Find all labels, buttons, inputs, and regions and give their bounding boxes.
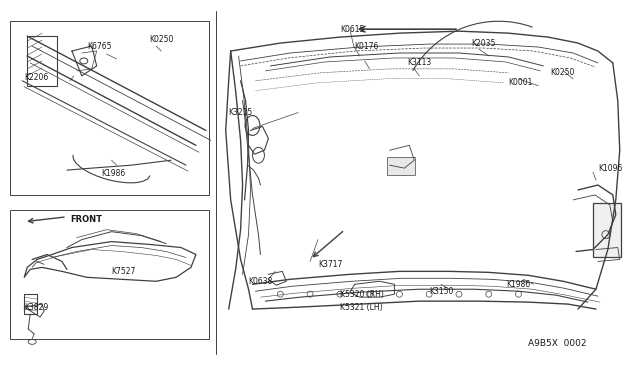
- Text: K3215: K3215: [228, 108, 253, 117]
- Text: FRONT: FRONT: [70, 215, 102, 224]
- Text: A9B5X  0002: A9B5X 0002: [529, 339, 587, 348]
- Text: K1096: K1096: [598, 164, 622, 173]
- Text: K1986: K1986: [102, 169, 126, 177]
- Bar: [387, 157, 415, 175]
- Bar: [10, 21, 209, 195]
- Text: K3150: K3150: [429, 287, 454, 296]
- Text: K0615: K0615: [340, 25, 364, 34]
- Text: K5320 (RH): K5320 (RH): [340, 290, 384, 299]
- Text: K3113: K3113: [407, 58, 431, 67]
- Bar: [10, 210, 209, 339]
- Bar: [593, 203, 621, 257]
- Text: K5321 (LH): K5321 (LH): [340, 302, 383, 312]
- Text: K0638: K0638: [248, 277, 273, 286]
- Text: K1986: K1986: [507, 280, 531, 289]
- Text: K6765: K6765: [87, 42, 111, 51]
- Text: K0250: K0250: [149, 35, 173, 44]
- Text: K0001: K0001: [509, 78, 533, 87]
- Text: K2206: K2206: [24, 73, 49, 82]
- Text: K3717: K3717: [318, 260, 342, 269]
- Text: K0250: K0250: [550, 68, 575, 77]
- Text: K2035: K2035: [471, 39, 495, 48]
- Text: K3829: K3829: [24, 302, 49, 312]
- Text: K0176: K0176: [355, 42, 379, 51]
- Text: K7527: K7527: [111, 267, 136, 276]
